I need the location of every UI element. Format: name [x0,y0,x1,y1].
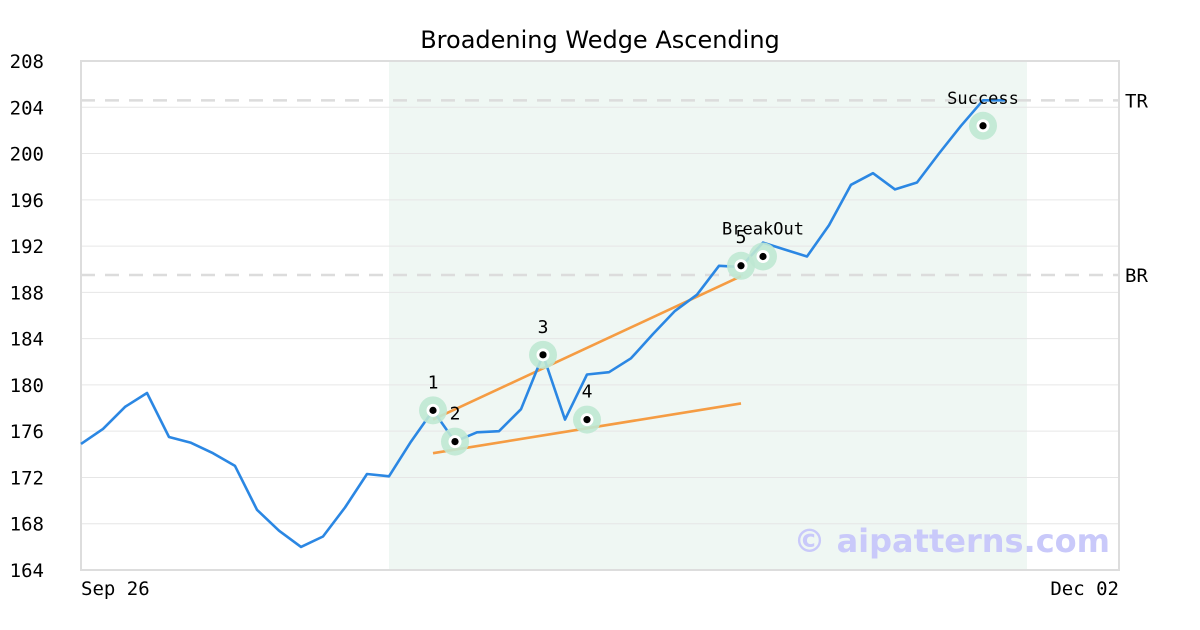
pivot-3-dot [539,351,547,359]
y-tick-label: 188 [10,282,44,304]
event-breakout-dot [759,252,767,261]
pivot-2-dot [451,437,459,446]
y-tick-labels: 164 168 172 176 180 184 188 192 196 200 204 208 [10,51,44,582]
pivot-label-3: 3 [538,317,549,338]
level-label-br: BR [1125,265,1148,287]
y-tick-label: 176 [10,421,44,443]
event-success-dot [979,122,987,130]
y-tick-label: 208 [10,51,44,73]
chart-title: Broadening Wedge Ascending [420,26,780,54]
x-tick-label: Dec 02 [1050,578,1119,600]
pivot-label-1: 1 [428,372,439,393]
highlight-region [389,61,1027,570]
x-tick-label: Sep 26 [81,578,150,600]
level-lines: TR BR [81,90,1148,287]
y-tick-label: 204 [10,97,44,119]
pivot-4-dot [583,416,591,424]
x-tick-labels: Sep 26 Dec 02 [81,578,1119,600]
plot-frame [80,60,1120,571]
watermark: © aipatterns.com [793,522,1110,560]
pivot-label-2: 2 [450,404,461,425]
y-tick-label: 192 [10,236,44,258]
y-tick-label: 196 [10,190,44,212]
y-tick-label: 168 [10,514,44,536]
y-tick-label: 172 [10,467,44,489]
pivot-5-dot [737,262,745,270]
y-tick-label: 164 [10,560,44,582]
level-label-tr: TR [1125,90,1148,112]
pivot-label-4: 4 [582,382,593,403]
pivot-label-5: 5 [736,227,747,248]
event-label-success: Success [947,89,1019,109]
y-tick-label: 180 [10,375,44,397]
y-tick-label: 200 [10,144,44,166]
pivot-1-dot [429,406,437,414]
event-label-breakout: BreakOut [722,220,804,240]
y-tick-label: 184 [10,329,44,351]
